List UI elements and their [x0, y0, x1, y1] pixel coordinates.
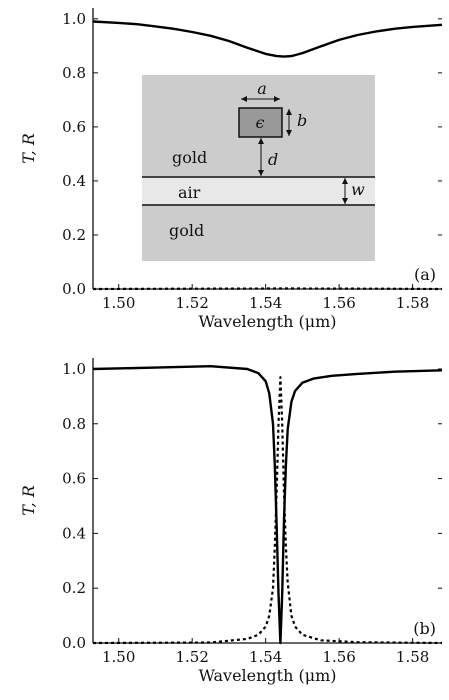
y-tick-label: 1.0 [62, 360, 86, 378]
y-tick-label: 0.2 [62, 579, 86, 597]
x-tick-label: 1.52 [175, 648, 208, 666]
x-tick-label: 1.52 [175, 294, 208, 312]
y-tick-label: 0.8 [62, 415, 86, 433]
series-solid-line [92, 20, 443, 58]
series-solid-line [92, 365, 443, 645]
inset-a-arrowhead-right [274, 96, 280, 102]
inset-d-arrowhead-bottom [258, 170, 264, 176]
x-axis-title: Wavelength (μm) [198, 312, 336, 331]
inset-b-arrowhead-bottom [286, 130, 292, 136]
inset-label-air: air [178, 183, 201, 202]
panel-b: 0.0 0.2 0.4 0.6 0.8 1.0 1.50 1.52 1.54 1.56 1.58 Wa… [19, 358, 443, 685]
inset-w-label: w [351, 180, 365, 199]
x-tick-label: 1.56 [322, 648, 355, 666]
panel-a-plot: 0.0 0.2 0.4 0.6 0.8 1.0 1.50 1.52 1.54 1.56 1.58 Wa… [19, 8, 443, 331]
y-tick-label: 0.0 [62, 634, 86, 652]
inset-d-label: d [268, 150, 278, 169]
panel-label: (b) [413, 619, 436, 638]
inset-a-label: a [257, 79, 267, 98]
panel-b-plot: 0.0 0.2 0.4 0.6 0.8 1.0 1.50 1.52 1.54 1.56 1.58 Wa… [19, 358, 443, 685]
y-tick-label: 0.8 [62, 64, 86, 82]
inset-b-label: b [297, 111, 307, 130]
y-tick-label: 1.0 [62, 10, 86, 28]
inset-particle [238, 107, 283, 138]
panel-label: (a) [414, 265, 436, 284]
x-tick-label: 1.50 [102, 648, 135, 666]
inset-air-gap [142, 177, 375, 205]
y-axis-title: T, R [19, 485, 38, 516]
x-tick-label: 1.54 [249, 294, 282, 312]
inset-background [142, 75, 375, 261]
series-dotted-line [92, 376, 443, 645]
inset-d-arrowhead-top [258, 138, 264, 144]
panel-a-inset: ϵ a b d w gold air gold [142, 75, 375, 261]
y-tick-label: 0.4 [62, 172, 86, 190]
y-tick-label: 0.6 [62, 470, 86, 488]
y-axis-title: T, R [19, 133, 38, 164]
inset-w-arrowhead-top [342, 178, 348, 184]
inset-label-gold-top: gold [172, 148, 207, 167]
inset-b-arrowhead-top [286, 109, 292, 115]
inset-a-arrowhead-left [241, 96, 247, 102]
x-axis-title: Wavelength (μm) [198, 666, 336, 685]
y-tick-label: 0.2 [62, 226, 86, 244]
x-tick-label: 1.50 [102, 294, 135, 312]
inset-w-arrowhead-bottom [342, 198, 348, 204]
y-tick-label: 0.4 [62, 524, 86, 542]
x-tick-label: 1.56 [322, 294, 355, 312]
inset-label-gold-bottom: gold [169, 221, 204, 240]
y-tick-label: 0.6 [62, 118, 86, 136]
x-tick-label: 1.58 [396, 648, 429, 666]
x-tick-label: 1.58 [396, 294, 429, 312]
x-tick-label: 1.54 [249, 648, 282, 666]
y-tick-label: 0.0 [62, 280, 86, 298]
panel-a: ϵ a b d w gold air gold 0.0 0.2 [19, 8, 443, 331]
inset-eps-label: ϵ [256, 113, 265, 132]
series-dotted-line [92, 287, 443, 291]
